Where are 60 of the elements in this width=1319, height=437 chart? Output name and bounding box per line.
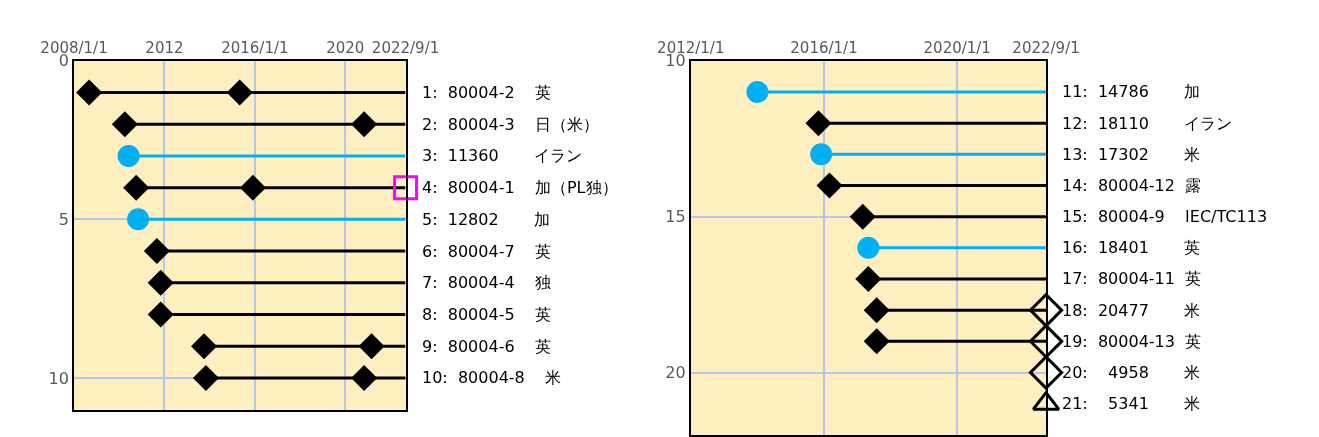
annotation: 1: 80004-2 英 xyxy=(422,83,551,102)
annotation: 12: 18110 イラン xyxy=(1062,114,1233,133)
x-tick-label: 2016/1/1 xyxy=(790,38,858,57)
annotation: 21: 5341 米 xyxy=(1062,394,1201,413)
point xyxy=(192,364,219,391)
y-tick-label: 15 xyxy=(665,207,686,227)
annotation: 17: 80004-11 英 xyxy=(1062,269,1202,288)
point xyxy=(143,238,170,265)
point xyxy=(855,266,882,292)
annotation: 10: 80004-8 米 xyxy=(422,368,562,387)
point xyxy=(351,364,378,391)
point xyxy=(1028,324,1064,359)
annotation: 19: 80004-13 英 xyxy=(1062,332,1202,351)
point xyxy=(147,301,174,328)
x-tick-label: 2022/9/1 xyxy=(371,38,440,57)
annotation: 7: 80004-4 独 xyxy=(422,273,551,292)
point xyxy=(190,333,217,360)
point xyxy=(810,143,833,166)
annotation: 9: 80004-6 英 xyxy=(422,337,551,356)
annotation: 2: 80004-3 日（米） xyxy=(422,115,599,134)
x-tick-label: 2022/9/1 xyxy=(1012,38,1080,57)
point xyxy=(123,174,150,201)
annotation: 4: 80004-1 加（PL独） xyxy=(422,178,618,197)
point xyxy=(393,175,419,201)
point xyxy=(358,333,385,360)
point xyxy=(117,144,140,167)
point xyxy=(111,111,138,138)
annotation: 18: 20477 米 xyxy=(1062,301,1201,320)
annotation: 14: 80004-12 露 xyxy=(1062,176,1202,195)
point xyxy=(1028,355,1064,390)
point xyxy=(226,79,253,106)
point xyxy=(863,328,890,355)
point xyxy=(805,110,832,137)
annotation: 16: 18401 英 xyxy=(1062,238,1201,257)
y-tick-label: 5 xyxy=(58,209,69,229)
point xyxy=(76,79,103,106)
point xyxy=(857,236,880,259)
annotation: 3: 11360 イラン xyxy=(422,146,583,165)
point xyxy=(746,80,769,103)
annotation: 8: 80004-5 英 xyxy=(422,305,551,324)
x-tick-label: 2012 xyxy=(145,38,184,57)
point xyxy=(1028,293,1064,328)
annotation: 5: 12802 加 xyxy=(422,210,551,229)
point xyxy=(816,172,843,199)
annotation: 11: 14786 加 xyxy=(1062,82,1201,101)
annotation: 20: 4958 米 xyxy=(1062,363,1201,382)
point xyxy=(147,269,174,296)
y-tick-label: 20 xyxy=(665,363,686,383)
x-tick-label: 2016/1/1 xyxy=(221,38,289,57)
point xyxy=(863,297,890,324)
x-tick-label: 2020 xyxy=(326,38,365,57)
point xyxy=(849,203,876,230)
x-tick-label: 2020/1/1 xyxy=(923,38,991,57)
point xyxy=(351,111,378,138)
annotation: 15: 80004-9 IEC/TC113 xyxy=(1062,207,1268,226)
annotation: 6: 80004-7 英 xyxy=(422,242,551,261)
y-tick-label: 10 xyxy=(48,368,69,388)
point xyxy=(239,174,266,201)
annotation: 13: 17302 米 xyxy=(1062,145,1201,164)
point xyxy=(127,208,150,231)
